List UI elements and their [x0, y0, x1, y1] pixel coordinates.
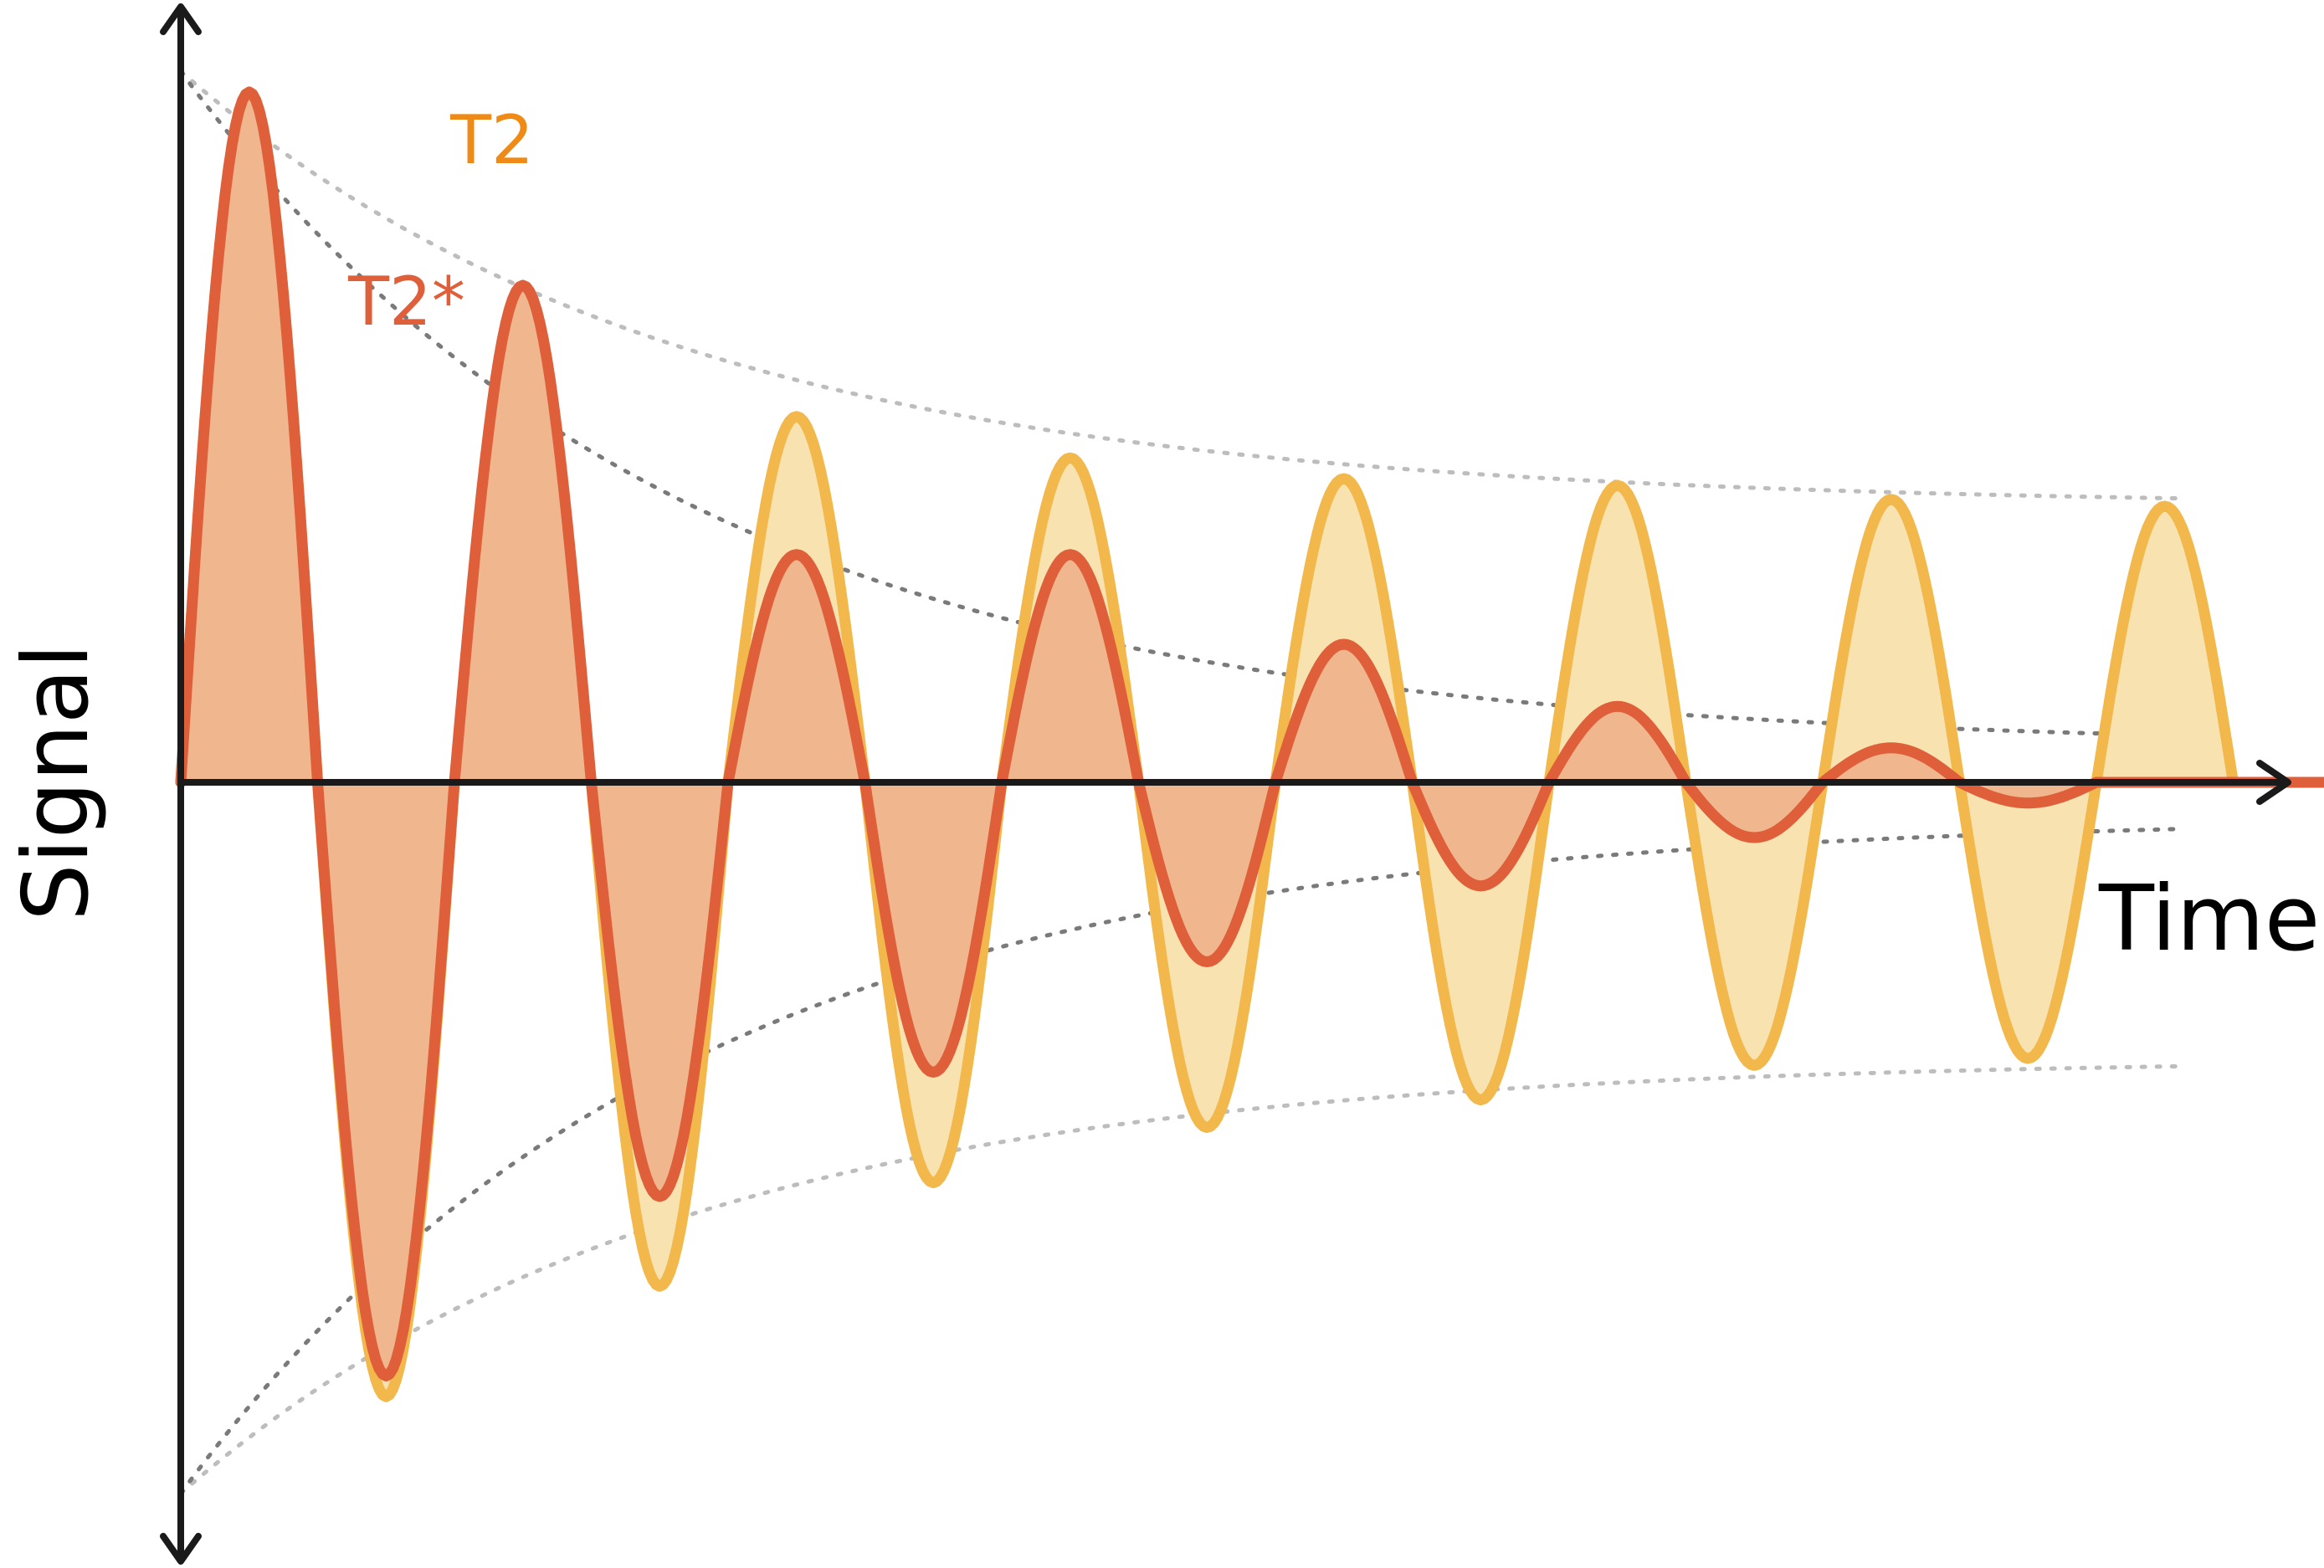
y-axis-arrowhead-bottom: [160, 1533, 202, 1565]
x-axis-arrowhead: [2256, 760, 2291, 805]
envelope-t2-upper: [178, 69, 2181, 501]
x-axis-label: Time: [2098, 867, 2320, 971]
envelope-t2-lower: [178, 1063, 2181, 1496]
y-axis-arrowhead-top: [160, 3, 202, 35]
t2star-signal-line: [175, 86, 2324, 1381]
y-axis-label: Signal: [4, 643, 109, 921]
t2star-series: [175, 86, 2324, 1381]
t2star-area-fill: [181, 92, 2324, 1376]
t2star-series-label: T2*: [347, 263, 465, 341]
t2-series-label: T2: [449, 101, 534, 179]
